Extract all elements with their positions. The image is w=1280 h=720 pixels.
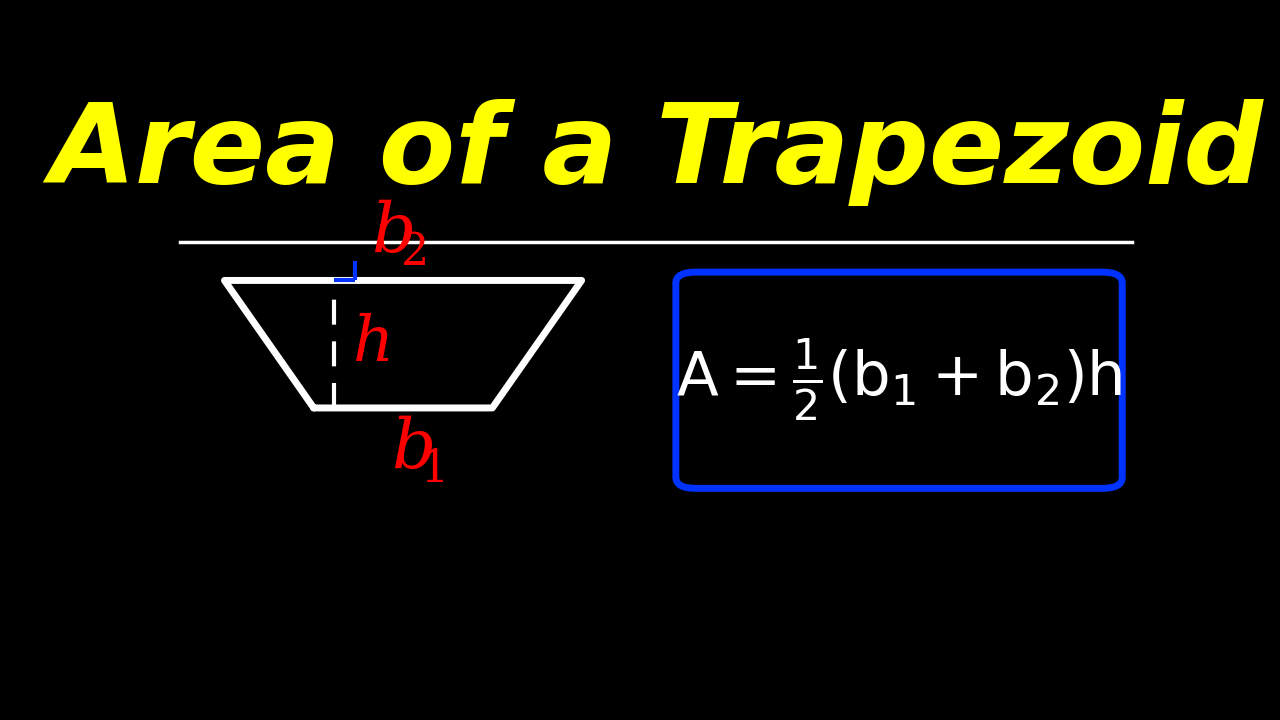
Text: $\mathregular{A} = \frac{1}{2}(\mathregular{b}_1+\mathregular{b}_2)\mathregular{: $\mathregular{A} = \frac{1}{2}(\mathregu…	[676, 337, 1123, 423]
Text: h: h	[353, 313, 394, 375]
Text: Area of a Trapezoid: Area of a Trapezoid	[49, 99, 1263, 207]
Text: b: b	[390, 416, 435, 483]
Text: 1: 1	[421, 447, 449, 490]
Text: b: b	[371, 200, 416, 266]
Text: 2: 2	[401, 231, 429, 274]
FancyBboxPatch shape	[676, 272, 1123, 488]
